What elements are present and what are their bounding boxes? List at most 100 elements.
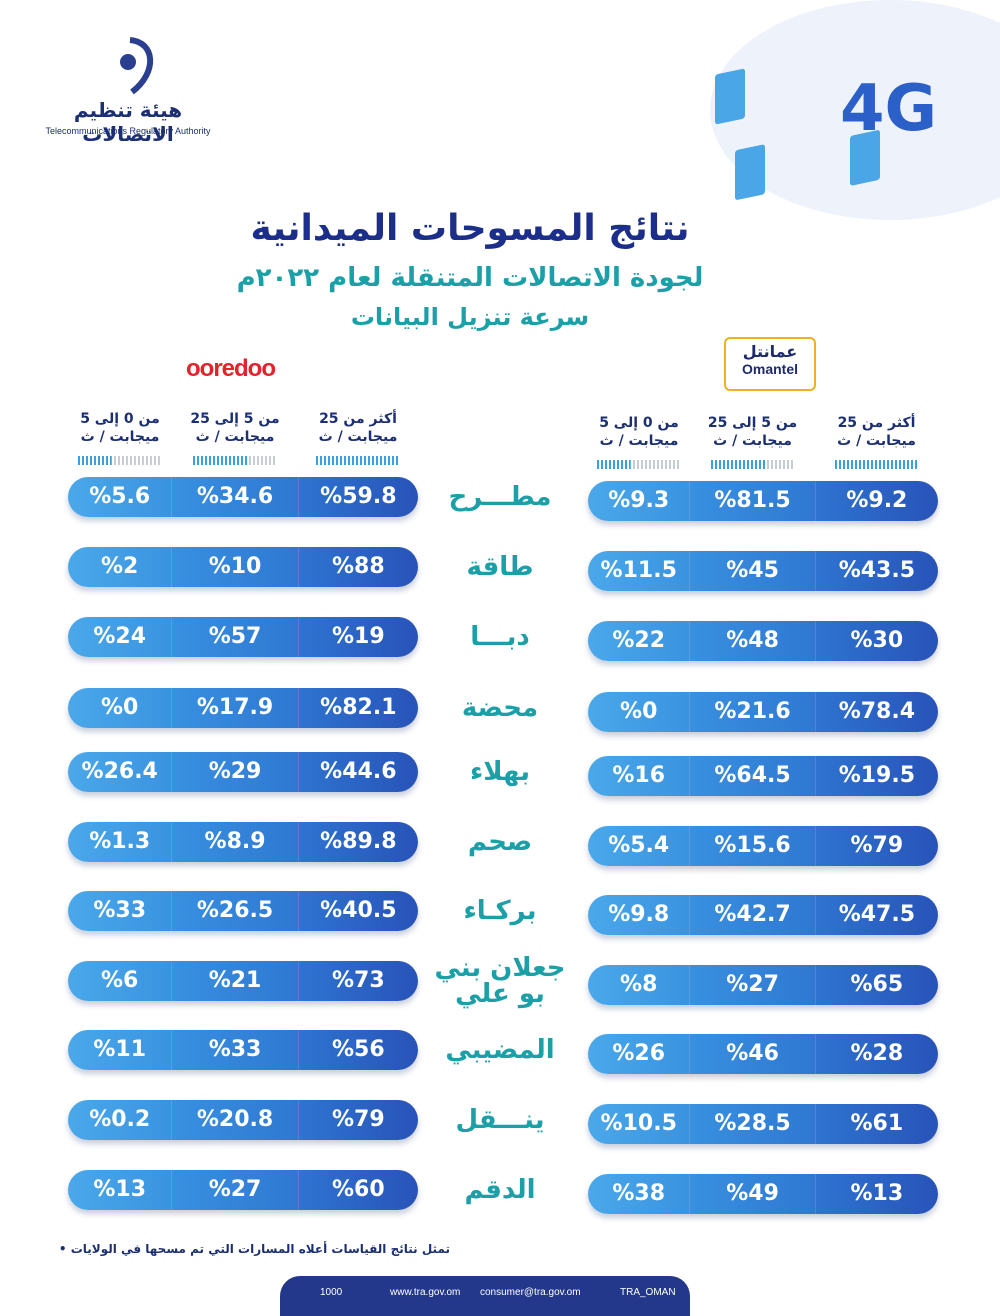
signal-icon	[316, 456, 400, 465]
value-cell: %49	[689, 1174, 815, 1214]
value-cell: %19	[297, 617, 418, 657]
city-name: طاقة	[466, 552, 534, 582]
value-cell: %78.4	[814, 692, 938, 732]
city-name: محضة	[461, 693, 539, 723]
value-cell: %45	[689, 551, 815, 591]
row-bar: %16 %64.5 %19.5	[588, 756, 938, 796]
row-bar: %5.6 %34.6 %59.8	[68, 477, 418, 517]
footer: 1000 www.tra.gov.om consumer@tra.gov.om …	[280, 1276, 690, 1316]
signal-icon	[597, 460, 681, 469]
city-name: صحم	[467, 827, 533, 857]
value-cell: %47.5	[814, 895, 938, 935]
value-cell: %10	[171, 547, 298, 587]
value-cell: %40.5	[297, 891, 418, 931]
website: www.tra.gov.om	[390, 1287, 461, 1298]
column-header: من 5 إلى 25	[707, 415, 798, 431]
value-cell: %24	[68, 617, 172, 657]
row-bar: %11.5 %45 %43.5	[588, 551, 938, 591]
logo-mark	[120, 37, 154, 95]
value-cell: %57	[171, 617, 298, 657]
value-cell: %0	[68, 688, 172, 728]
ooredoo-logo: ooredoo	[186, 355, 276, 382]
value-cell: %26	[588, 1034, 690, 1074]
city-name: دبـــا	[470, 622, 530, 652]
value-cell: %27	[171, 1170, 298, 1210]
signal-icon	[710, 460, 795, 469]
value-cell: %13	[814, 1174, 938, 1214]
value-cell: %33	[68, 891, 172, 931]
row-bar: %10.5 %28.5 %61	[588, 1104, 938, 1144]
omantel-logo: عمانتل Omantel	[724, 337, 816, 391]
value-cell: %28	[814, 1034, 938, 1074]
value-cell: %22	[588, 621, 690, 661]
badge: 4G	[840, 72, 937, 146]
email: consumer@tra.gov.om	[480, 1287, 581, 1298]
value-cell: %20.8	[171, 1100, 298, 1140]
value-cell: %56	[297, 1030, 418, 1070]
value-cell: %26.4	[68, 752, 172, 792]
value-cell: %64.5	[689, 756, 815, 796]
row-bar: %24 %57 %19	[68, 617, 418, 657]
row-bar: %26 %46 %28	[588, 1034, 938, 1074]
city-name: الدقم	[464, 1175, 536, 1205]
city-name: ينـــقل	[455, 1105, 545, 1135]
column-header: من 0 إلى 5	[80, 411, 160, 427]
value-cell: %9.3	[588, 481, 690, 521]
city-name: بو علي	[455, 979, 545, 1009]
column-header: ميجابت / ث	[195, 429, 275, 445]
signal-icon	[834, 460, 919, 469]
city-name: جعلان بني	[434, 953, 566, 983]
value-cell: %59.8	[297, 477, 418, 517]
value-cell: %79	[297, 1100, 418, 1140]
phone: 1000	[320, 1287, 343, 1298]
row-bar: %1.3 %8.9 %89.8	[68, 822, 418, 862]
row-bar: %5.4 %15.6 %79	[588, 826, 938, 866]
value-cell: %15.6	[689, 826, 815, 866]
value-cell: %10.5	[588, 1104, 690, 1144]
column-header: أكثر من 25	[837, 415, 916, 431]
value-cell: %17.9	[171, 688, 298, 728]
logo-english: Telecommunications Regulatory Authority	[45, 126, 211, 136]
row-bar: %0.2 %20.8 %79	[68, 1100, 418, 1140]
value-cell: %79	[814, 826, 938, 866]
value-cell: %1.3	[68, 822, 172, 862]
city-name: المضيبي	[445, 1035, 555, 1065]
omantel-ar: عمانتل	[742, 342, 798, 361]
value-cell: %21.6	[689, 692, 815, 732]
row-bar: %33 %26.5 %40.5	[68, 891, 418, 931]
social: TRA_OMAN	[620, 1287, 676, 1298]
value-cell: %89.8	[297, 822, 418, 862]
row-bar: %22 %48 %30	[588, 621, 938, 661]
value-cell: %29	[171, 752, 298, 792]
signal-icon	[78, 456, 162, 465]
value-cell: %2	[68, 547, 172, 587]
column-header: ميجابت / ث	[713, 433, 792, 449]
value-cell: %61	[814, 1104, 938, 1144]
column-header: من 5 إلى 25	[190, 411, 280, 427]
row-bar: %13 %27 %60	[68, 1170, 418, 1210]
value-cell: %19.5	[814, 756, 938, 796]
value-cell: %88	[297, 547, 418, 587]
value-cell: %73	[297, 961, 418, 1001]
value-cell: %43.5	[814, 551, 938, 591]
value-cell: %42.7	[689, 895, 815, 935]
value-cell: %46	[689, 1034, 815, 1074]
logo-arabic: هيئة تنظيم الاتصالات	[73, 98, 183, 146]
value-cell: %21	[171, 961, 298, 1001]
value-cell: %9.8	[588, 895, 690, 935]
value-cell: %8.9	[171, 822, 298, 862]
value-cell: %13	[68, 1170, 172, 1210]
value-cell: %81.5	[689, 481, 815, 521]
value-cell: %28.5	[689, 1104, 815, 1144]
row-bar: %38 %49 %13	[588, 1174, 938, 1214]
row-bar: %26.4 %29 %44.6	[68, 752, 418, 792]
city-name: مطـــرح	[448, 482, 552, 512]
value-cell: %11.5	[588, 551, 690, 591]
column-header: ميجابت / ث	[837, 433, 916, 449]
title: نتائج المسوحات الميدانية	[250, 208, 690, 249]
row-bar: %2 %10 %88	[68, 547, 418, 587]
omantel-en: Omantel	[741, 361, 798, 377]
row-bar: %9.3 %81.5 %9.2	[588, 481, 938, 521]
